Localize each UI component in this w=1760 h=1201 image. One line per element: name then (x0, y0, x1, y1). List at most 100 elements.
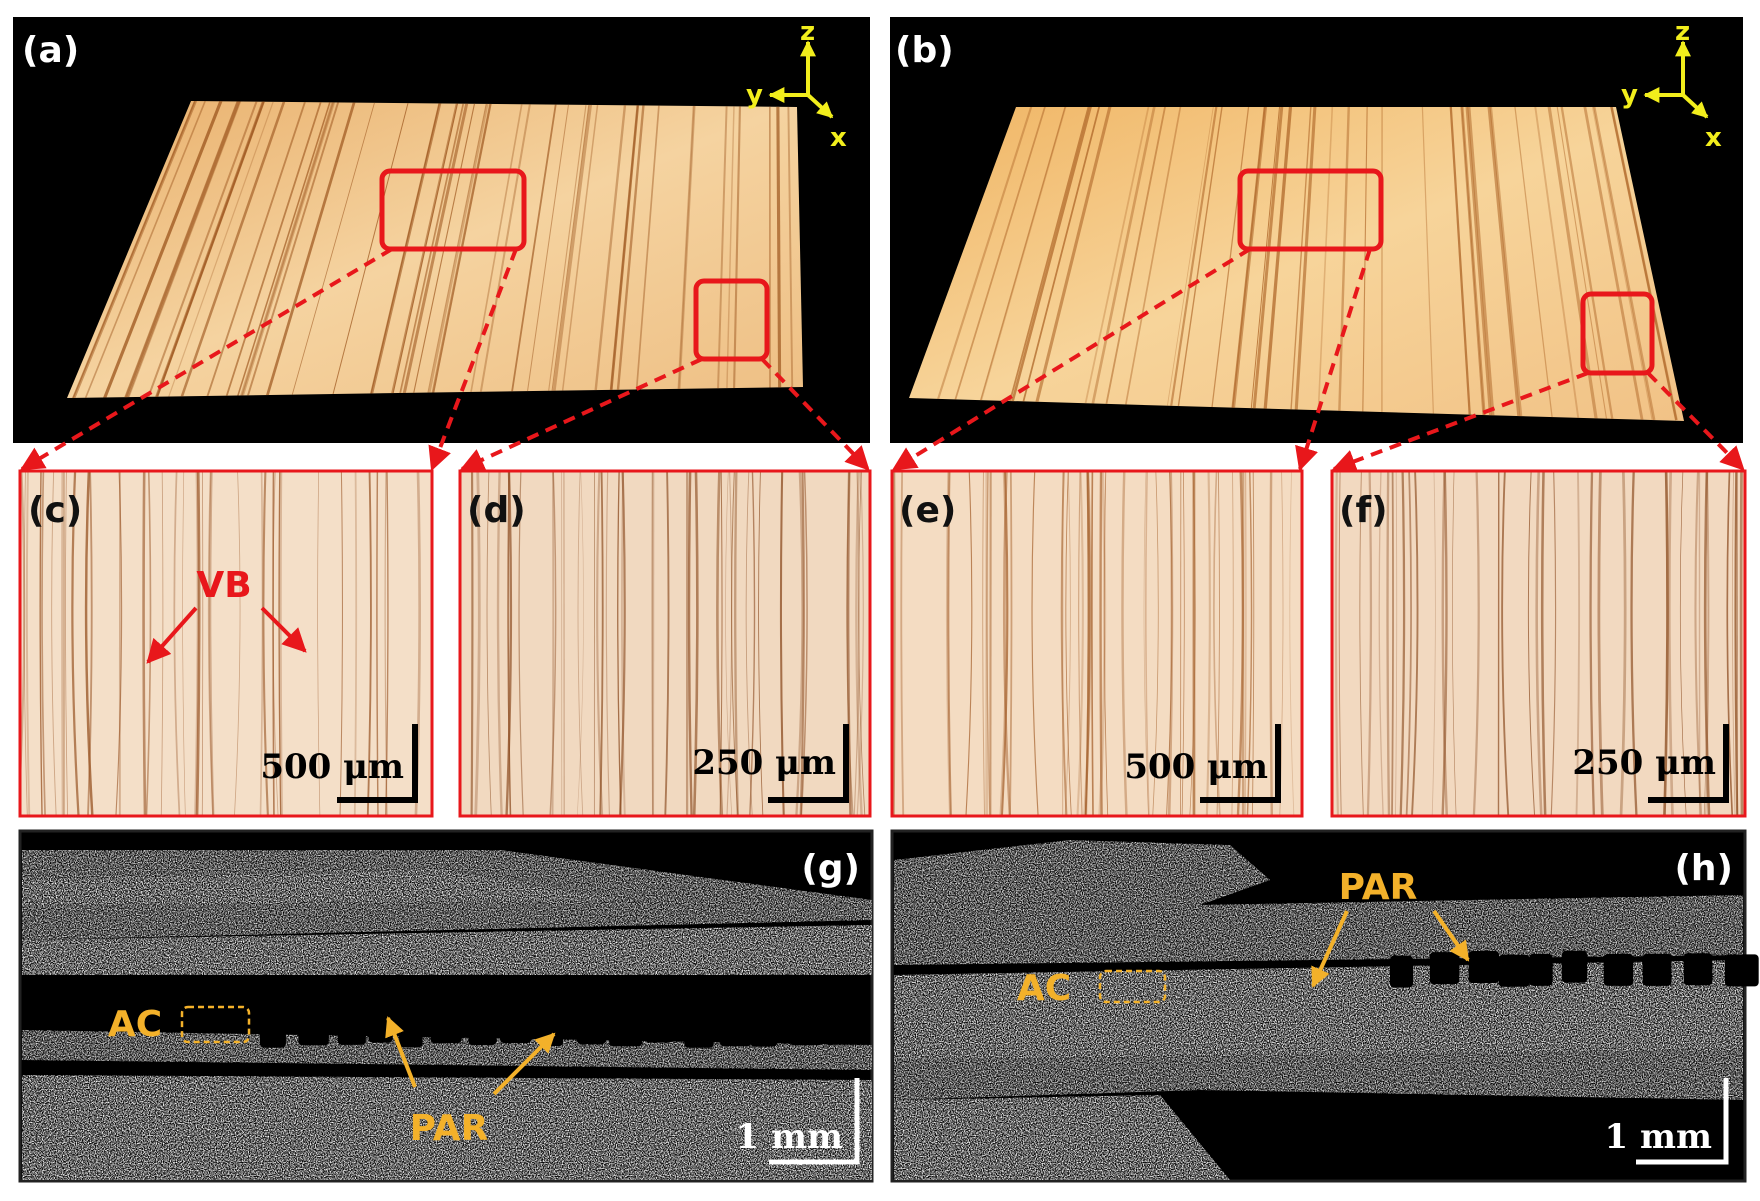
texture (1667, 471, 1674, 816)
texture (1009, 471, 1013, 816)
texture (750, 1012, 778, 1047)
texture (208, 471, 215, 816)
texture (1269, 471, 1274, 816)
panel-label: (d) (467, 490, 526, 531)
texture (1608, 107, 1678, 421)
texture (1249, 107, 1281, 421)
texture (1501, 471, 1510, 816)
texture (1205, 471, 1211, 816)
texture (1076, 471, 1084, 816)
axis-label: y (746, 80, 763, 110)
texture (507, 471, 512, 816)
texture (749, 471, 756, 816)
texture (1168, 107, 1219, 421)
texture (1246, 471, 1253, 816)
texture (25, 471, 31, 816)
texture (1582, 107, 1644, 421)
texture (399, 1013, 423, 1048)
texture (726, 471, 733, 816)
texture (546, 101, 588, 398)
annotation-arrow (385, 1016, 556, 1096)
texture (179, 101, 286, 398)
texture (470, 471, 474, 816)
texture (1460, 107, 1487, 421)
texture (1181, 471, 1185, 816)
texture (1449, 107, 1472, 421)
texture (224, 101, 323, 398)
texture (989, 471, 992, 816)
panel-label: (b) (895, 30, 954, 71)
texture (235, 101, 332, 398)
texture (51, 471, 57, 816)
texture (1513, 107, 1554, 421)
scale-bar-label: 1 mm (1605, 1117, 1712, 1157)
wood-surface (909, 107, 1684, 421)
texture (182, 471, 186, 816)
texture (965, 471, 973, 816)
texture (142, 471, 147, 816)
texture (634, 101, 661, 398)
texture (279, 471, 283, 816)
scale-bar (769, 1078, 860, 1165)
texture (822, 1010, 853, 1045)
texture (1251, 471, 1255, 816)
texture (1236, 471, 1245, 816)
texture (576, 1010, 606, 1045)
texture (684, 1013, 714, 1048)
texture (1378, 471, 1384, 816)
texture (1362, 107, 1368, 421)
texture (692, 471, 699, 816)
texture (615, 101, 646, 398)
texture (1065, 471, 1072, 816)
connector (19, 247, 1745, 473)
texture (207, 471, 214, 816)
texture (41, 471, 46, 816)
zoom-box (1580, 291, 1655, 376)
texture (1167, 471, 1174, 816)
scale-bar-label: 250 μm (692, 743, 836, 783)
texture (596, 471, 604, 816)
texture (525, 101, 570, 398)
texture (676, 101, 696, 398)
texture (83, 101, 207, 398)
texture (1441, 471, 1449, 816)
texture (1597, 471, 1604, 816)
texture (1145, 471, 1150, 816)
texture (127, 101, 242, 398)
texture (1619, 471, 1627, 816)
texture (1591, 107, 1656, 421)
texture (1102, 107, 1168, 421)
texture (1391, 471, 1394, 816)
texture (1164, 107, 1215, 421)
texture (608, 101, 639, 398)
texture (1465, 107, 1493, 421)
texture (1002, 471, 1011, 816)
texture (551, 471, 555, 816)
texture (982, 471, 986, 816)
texture (1726, 471, 1734, 816)
texture (1060, 471, 1068, 816)
texture (1694, 471, 1703, 816)
texture (71, 471, 80, 816)
texture (290, 101, 376, 398)
scale-bar-label: 1 mm (736, 1117, 843, 1157)
scale-bar-label: 500 μm (1124, 747, 1268, 787)
texture (167, 101, 275, 398)
texture (1084, 471, 1091, 816)
texture (1609, 107, 1678, 421)
texture (1088, 107, 1157, 421)
annotation-arrow (146, 606, 307, 664)
texture (577, 471, 584, 816)
texture (719, 471, 723, 816)
axes-glyph (768, 40, 834, 119)
texture (518, 471, 524, 816)
texture (1143, 471, 1149, 816)
ac-box (180, 1005, 251, 1044)
texture (1421, 107, 1435, 421)
texture (1230, 107, 1268, 421)
texture (1559, 107, 1614, 421)
texture (1338, 471, 1342, 816)
texture (776, 101, 782, 398)
texture (1386, 471, 1391, 816)
texture (278, 471, 282, 816)
